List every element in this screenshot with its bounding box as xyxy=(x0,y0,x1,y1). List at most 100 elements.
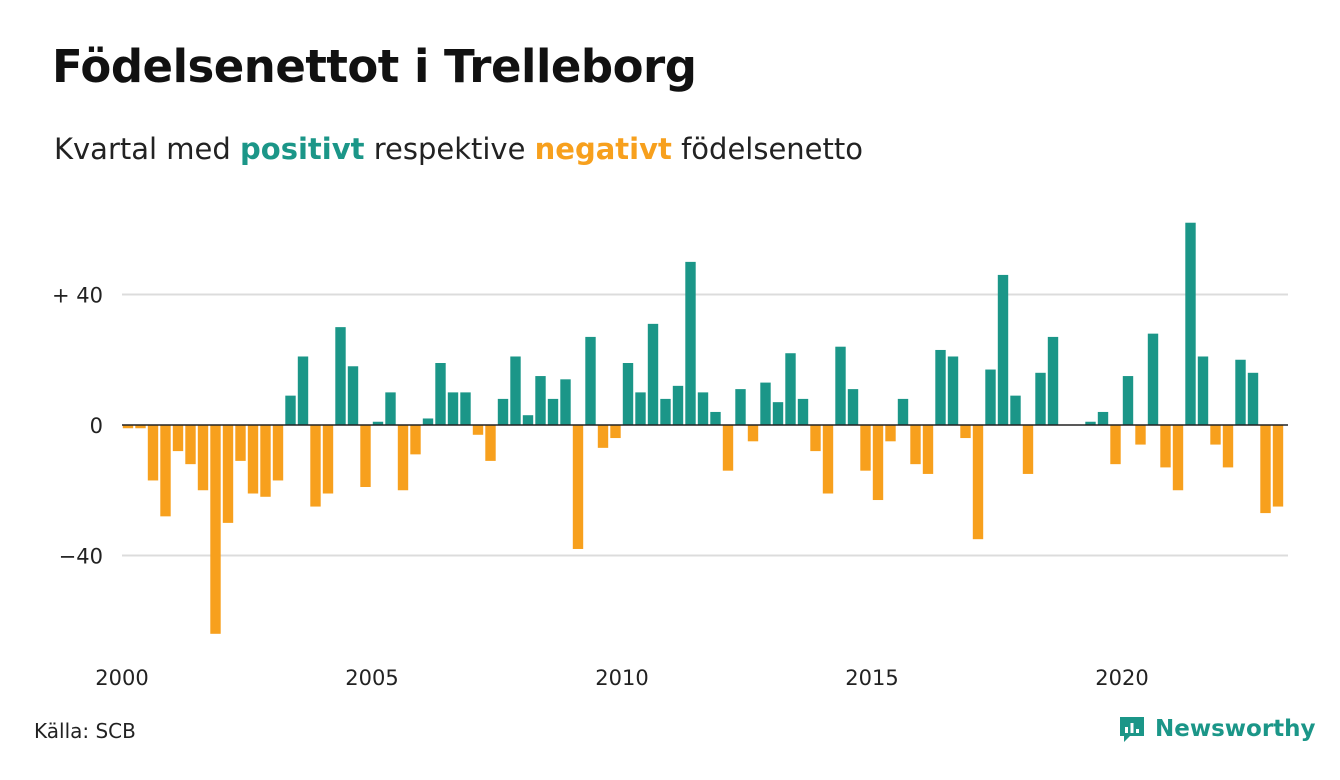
bar-2020K4 xyxy=(1160,425,1171,468)
bar-2003K4 xyxy=(310,425,321,507)
bar-2016K3 xyxy=(947,356,959,425)
bar-2003K1 xyxy=(272,425,284,481)
newsworthy-logo-icon xyxy=(1120,717,1144,742)
bar-2006K4 xyxy=(460,392,471,426)
chart-title: Födelsenettot i Trelleborg xyxy=(52,40,697,93)
bar-2002K3 xyxy=(247,425,259,494)
bar-2001K2 xyxy=(185,425,196,465)
bar-2010K4 xyxy=(660,398,671,425)
bar-2003K2 xyxy=(285,395,296,425)
bar-2014K1 xyxy=(822,425,834,494)
subtitle-prefix: Kvartal med xyxy=(54,132,231,166)
bar-2011K1 xyxy=(672,385,684,425)
bar-2007K4 xyxy=(510,356,521,425)
bar-2011K4 xyxy=(710,411,721,425)
bar-2020K1 xyxy=(1122,376,1134,425)
bar-2007K2 xyxy=(485,425,496,461)
bar-2020K3 xyxy=(1147,333,1159,425)
bar-2001K1 xyxy=(172,425,184,452)
bar-2010K1 xyxy=(622,363,634,425)
bar-2000K4 xyxy=(160,425,171,517)
bar-2010K3 xyxy=(647,323,659,425)
brand-name: Newsworthy xyxy=(1155,716,1316,742)
bar-2017K2 xyxy=(985,369,996,425)
bar-2022K1 xyxy=(1222,425,1234,468)
brand-logo: Newsworthy xyxy=(1117,714,1316,744)
bar-2008K4 xyxy=(560,379,571,425)
bar-2015K3 xyxy=(897,398,909,425)
bar-2018K2 xyxy=(1035,372,1046,425)
bar-2015K2 xyxy=(885,425,896,442)
bar-2005K3 xyxy=(397,425,409,491)
bar-2006K1 xyxy=(422,418,434,426)
bar-2005K4 xyxy=(410,425,421,455)
bar-2011K2 xyxy=(685,261,696,426)
x-tick-label: 2000 xyxy=(95,666,148,690)
bar-2014K3 xyxy=(847,389,859,425)
x-tick-label: 2005 xyxy=(345,666,398,690)
bar-2006K3 xyxy=(447,392,459,426)
y-tick-label: + 40 xyxy=(52,284,103,308)
bar-2008K2 xyxy=(535,376,546,425)
bar-2009K3 xyxy=(597,425,609,448)
bars xyxy=(122,222,1284,634)
x-tick-label: 2020 xyxy=(1095,666,1148,690)
x-tick-label: 2010 xyxy=(595,666,648,690)
bar-2012K2 xyxy=(735,389,746,425)
bar-2016K1 xyxy=(922,425,934,474)
bar-2005K1 xyxy=(372,421,384,425)
bar-2004K4 xyxy=(360,425,371,487)
bar-2009K1 xyxy=(572,425,584,549)
y-tick-label: 0 xyxy=(90,414,103,438)
bar-2008K1 xyxy=(522,415,534,425)
bar-2021K2 xyxy=(1185,222,1196,425)
bar-2022K2 xyxy=(1235,359,1246,425)
bar-2003K3 xyxy=(297,356,309,425)
bar-2004K2 xyxy=(335,327,346,426)
bar-2019K3 xyxy=(1097,411,1109,425)
bar-2002K4 xyxy=(260,425,271,497)
gridlines xyxy=(122,293,1288,557)
bar-2013K1 xyxy=(772,402,784,425)
bar-2007K1 xyxy=(472,425,484,435)
bar-2009K4 xyxy=(610,425,621,439)
subtitle-positive-word: positivt xyxy=(240,132,365,166)
y-tick-label: −40 xyxy=(59,545,103,569)
bar-2006K2 xyxy=(435,363,446,425)
bar-2004K1 xyxy=(322,425,334,494)
bar-2013K4 xyxy=(810,425,821,452)
bar-2011K3 xyxy=(697,392,709,426)
bar-2001K4 xyxy=(210,425,221,634)
bar-2017K1 xyxy=(972,425,984,540)
bar-2012K1 xyxy=(722,425,734,471)
subtitle-suffix: födelsenetto xyxy=(681,132,863,166)
bar-2010K2 xyxy=(635,392,646,426)
bar-2012K3 xyxy=(747,425,759,442)
bar-2013K2 xyxy=(785,353,796,426)
bar-2015K1 xyxy=(872,425,884,501)
bar-2021K1 xyxy=(1172,425,1184,491)
bar-2021K4 xyxy=(1210,425,1221,445)
bar-2017K3 xyxy=(997,274,1009,425)
bar-2018K3 xyxy=(1047,336,1059,425)
x-axis-tick-labels: 2000 2005 2010 2015 2020 xyxy=(95,666,1148,690)
bar-2002K2 xyxy=(235,425,246,461)
bar-2007K3 xyxy=(497,398,509,425)
bar-2023K1 xyxy=(1272,425,1284,507)
bar-2005K2 xyxy=(385,392,396,426)
chart-subtitle: Kvartal med positivt respektive negativt… xyxy=(54,132,863,166)
bar-2000K3 xyxy=(147,425,159,481)
subtitle-middle: respektive xyxy=(373,132,526,166)
bar-2014K2 xyxy=(835,346,846,425)
bar-2000K1 xyxy=(122,425,134,429)
bar-2016K2 xyxy=(935,349,946,425)
x-tick-label: 2015 xyxy=(845,666,898,690)
bar-2021K3 xyxy=(1197,356,1209,425)
bar-2004K3 xyxy=(347,366,359,425)
bar-2017K4 xyxy=(1010,395,1021,425)
bar-chart: + 40 0 −40 2000 2005 2010 2015 2020 xyxy=(52,222,1288,690)
bar-2019K2 xyxy=(1085,421,1096,425)
bar-2012K4 xyxy=(760,382,771,425)
bar-2020K2 xyxy=(1135,425,1146,445)
bar-2009K2 xyxy=(585,336,596,425)
